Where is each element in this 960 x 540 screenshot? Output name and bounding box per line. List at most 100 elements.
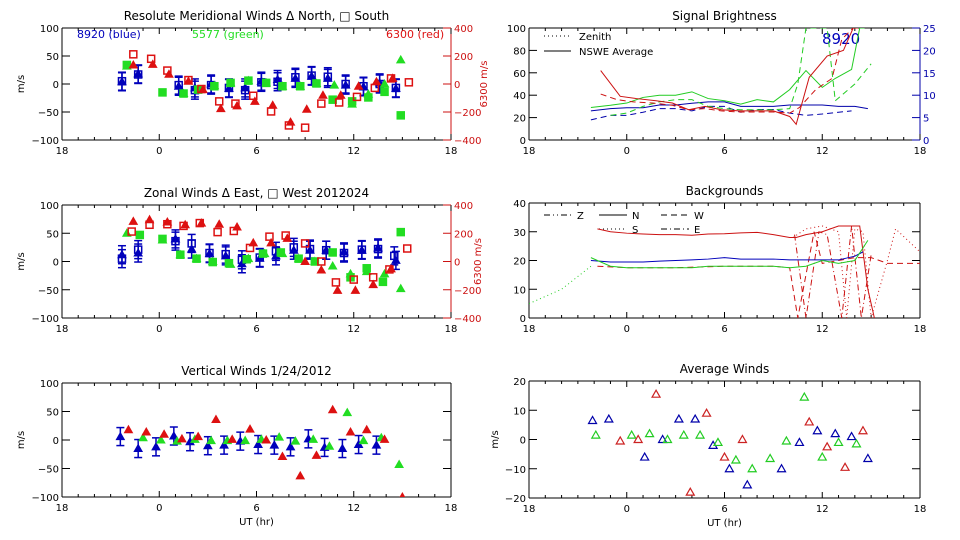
data-point (203, 440, 213, 450)
data-point (385, 265, 394, 274)
data-point (115, 431, 126, 441)
data-point (328, 248, 337, 257)
data-point (274, 432, 285, 441)
data-point (296, 81, 305, 91)
data-point (227, 434, 238, 443)
data-point (364, 93, 373, 102)
data-point (386, 74, 396, 83)
legend-label: E (694, 225, 700, 236)
data-point (305, 244, 315, 254)
data-point (799, 391, 810, 401)
data-point (312, 79, 321, 88)
data-point (290, 436, 301, 445)
data-point (208, 257, 217, 267)
data-point (317, 99, 326, 108)
data-point (250, 96, 260, 105)
data-point (794, 437, 805, 447)
data-point (368, 273, 378, 282)
y-tick-label: 10 (513, 285, 526, 296)
data-point (395, 54, 406, 64)
x-axis-label: UT (hr) (239, 517, 274, 528)
data-point (404, 78, 414, 87)
data-point (380, 87, 389, 97)
data-point (289, 243, 299, 252)
data-point (307, 71, 316, 80)
data-point (626, 429, 637, 439)
y-tick-label: −100 (32, 314, 59, 325)
data-point (371, 440, 382, 449)
x-tick-label: 18 (56, 146, 69, 157)
y-tick-label: 60 (513, 69, 526, 80)
y2-tick-label: −200 (454, 286, 481, 297)
data-point (266, 237, 276, 247)
data-point (695, 429, 706, 439)
y-tick-label: 0 (53, 80, 59, 91)
y-tick-label: 20 (513, 114, 526, 125)
data-point (145, 220, 154, 230)
data-point (129, 50, 138, 59)
data-point (345, 427, 356, 436)
data-point (603, 413, 614, 423)
legend-label: N (632, 211, 639, 222)
data-point (221, 249, 230, 259)
data-point (258, 249, 268, 258)
data-point (276, 248, 286, 257)
y-tick-label: 0 (520, 136, 526, 147)
data-point (323, 72, 333, 81)
data-point (846, 431, 857, 441)
series-line (610, 28, 872, 116)
y-tick-label: −100 (32, 136, 59, 147)
y-tick-label: −50 (38, 465, 59, 476)
data-point (857, 425, 869, 435)
data-point (399, 491, 406, 497)
data-point (151, 441, 161, 451)
data-point (261, 434, 272, 444)
data-point (285, 441, 296, 451)
data-point (712, 437, 724, 447)
y2-tick-label: −400 (454, 136, 481, 147)
data-point (163, 219, 172, 229)
data-point (685, 486, 696, 496)
data-point (742, 479, 753, 489)
x-tick-label: 18 (445, 324, 458, 335)
data-point (211, 414, 221, 423)
data-point (812, 425, 823, 435)
y2-tick-label: 0 (454, 258, 460, 269)
x-tick-label: 12 (347, 146, 360, 157)
data-point (213, 227, 222, 237)
x-tick-label: 18 (914, 146, 927, 157)
data-point (730, 454, 741, 464)
data-point (662, 434, 673, 444)
annotation-label: 8920 (blue) (77, 28, 141, 41)
data-point (294, 254, 303, 263)
data-point (138, 432, 148, 442)
data-point (395, 283, 406, 293)
y2-tick-label: 20 (923, 46, 936, 57)
y2-axis-label: 6300 m/s (473, 238, 484, 285)
data-point (300, 239, 310, 248)
x-tick-label: 12 (816, 324, 829, 335)
y2-tick-label: 400 (454, 201, 473, 212)
y-tick-label: 0 (520, 314, 526, 325)
data-point (224, 258, 234, 268)
data-point (390, 251, 399, 261)
data-point (277, 451, 288, 461)
legend-label: W (694, 211, 704, 222)
data-point (378, 277, 388, 287)
data-point (587, 415, 598, 425)
legend-label: S (632, 225, 638, 236)
data-point (281, 231, 290, 240)
data-point (128, 216, 139, 225)
data-point (226, 78, 235, 88)
series-line (590, 28, 865, 109)
data-point (590, 429, 601, 439)
y-tick-label: −20 (505, 494, 526, 505)
data-point (195, 218, 205, 228)
panel-meridional: Resolute Meridional Winds Δ North, □ Sou… (16, 9, 490, 157)
x-tick-label: 12 (816, 504, 829, 515)
chart-title: Backgrounds (686, 184, 764, 198)
y-tick-label: −10 (505, 465, 526, 476)
data-layer (117, 214, 412, 294)
